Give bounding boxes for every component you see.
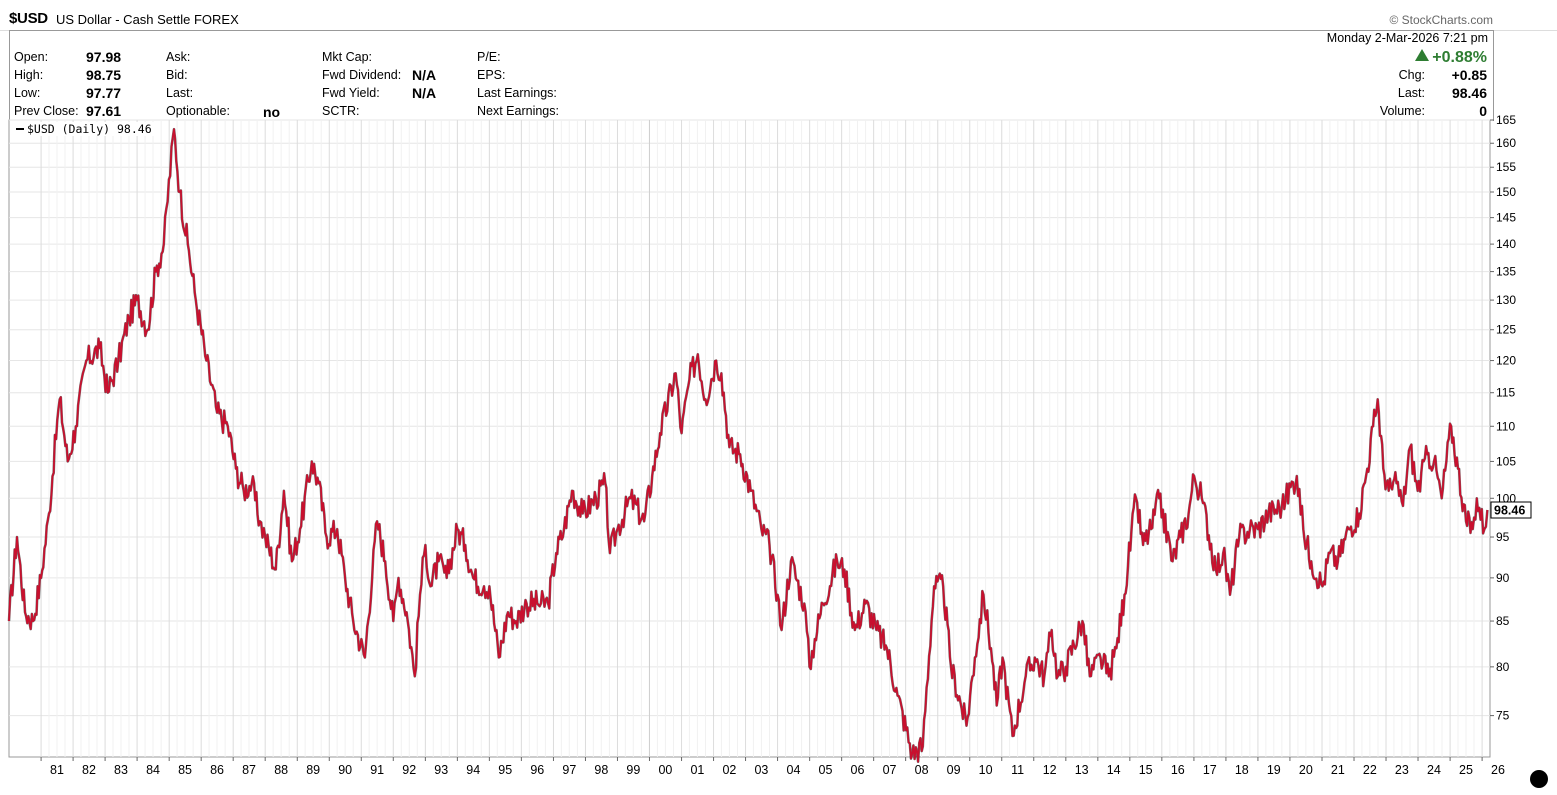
- x-tick-label: 93: [434, 763, 448, 777]
- x-tick-label: 06: [851, 763, 865, 777]
- x-tick-label: 97: [562, 763, 576, 777]
- y-tick-label: 165: [1496, 113, 1516, 127]
- x-tick-label: 25: [1459, 763, 1473, 777]
- x-tick-label: 21: [1331, 763, 1345, 777]
- y-tick-label: 120: [1496, 354, 1516, 368]
- y-tick-label: 85: [1496, 614, 1510, 628]
- x-tick-label: 82: [82, 763, 96, 777]
- x-tick-label: 92: [402, 763, 416, 777]
- y-tick-label: 125: [1496, 323, 1516, 337]
- x-tick-label: 15: [1139, 763, 1153, 777]
- x-tick-label: 96: [530, 763, 544, 777]
- y-tick-label: 155: [1496, 160, 1516, 174]
- record-dot-icon: [1530, 770, 1548, 788]
- x-tick-label: 81: [50, 763, 64, 777]
- x-tick-label: 95: [498, 763, 512, 777]
- x-tick-label: 08: [915, 763, 929, 777]
- x-tick-label: 18: [1235, 763, 1249, 777]
- x-tick-label: 26: [1491, 763, 1505, 777]
- y-tick-label: 150: [1496, 185, 1516, 199]
- y-tick-label: 145: [1496, 211, 1516, 225]
- x-tick-label: 01: [690, 763, 704, 777]
- y-tick-label: 160: [1496, 136, 1516, 150]
- x-tick-label: 05: [819, 763, 833, 777]
- y-tick-label: 80: [1496, 660, 1510, 674]
- x-tick-label: 94: [466, 763, 480, 777]
- x-tick-label: 83: [114, 763, 128, 777]
- x-tick-label: 09: [947, 763, 961, 777]
- x-tick-label: 20: [1299, 763, 1313, 777]
- y-tick-label: 105: [1496, 454, 1516, 468]
- x-tick-label: 99: [626, 763, 640, 777]
- x-tick-label: 12: [1043, 763, 1057, 777]
- x-tick-label: 19: [1267, 763, 1281, 777]
- x-tick-label: 16: [1171, 763, 1185, 777]
- y-tick-label: 110: [1496, 419, 1515, 433]
- x-tick-label: 07: [883, 763, 897, 777]
- x-tick-label: 90: [338, 763, 352, 777]
- x-tick-label: 02: [722, 763, 736, 777]
- x-tick-label: 14: [1107, 763, 1121, 777]
- x-tick-label: 10: [979, 763, 993, 777]
- x-tick-label: 85: [178, 763, 192, 777]
- legend-line-icon: [16, 128, 24, 130]
- x-tick-label: 23: [1395, 763, 1409, 777]
- y-tick-label: 75: [1496, 709, 1510, 723]
- x-tick-label: 84: [146, 763, 160, 777]
- chart-legend: $USD (Daily) 98.46: [13, 122, 155, 136]
- x-tick-label: 04: [787, 763, 801, 777]
- x-tick-label: 89: [306, 763, 320, 777]
- x-tick-label: 88: [274, 763, 288, 777]
- x-tick-label: 87: [242, 763, 256, 777]
- y-tick-label: 90: [1496, 571, 1510, 585]
- last-value-label: 98.46: [1494, 504, 1525, 518]
- x-tick-label: 13: [1075, 763, 1089, 777]
- y-tick-label: 140: [1496, 237, 1516, 251]
- y-tick-label: 95: [1496, 530, 1510, 544]
- x-tick-label: 03: [754, 763, 768, 777]
- x-tick-label: 22: [1363, 763, 1377, 777]
- x-tick-label: 91: [370, 763, 384, 777]
- y-tick-label: 115: [1496, 386, 1515, 400]
- y-tick-label: 130: [1496, 293, 1516, 307]
- x-tick-label: 00: [658, 763, 672, 777]
- y-tick-label: 135: [1496, 265, 1516, 279]
- x-tick-label: 17: [1203, 763, 1217, 777]
- x-tick-label: 24: [1427, 763, 1441, 777]
- legend-label: $USD (Daily) 98.46: [27, 122, 152, 136]
- x-tick-label: 98: [594, 763, 608, 777]
- x-tick-label: 11: [1011, 763, 1024, 777]
- x-tick-label: 86: [210, 763, 224, 777]
